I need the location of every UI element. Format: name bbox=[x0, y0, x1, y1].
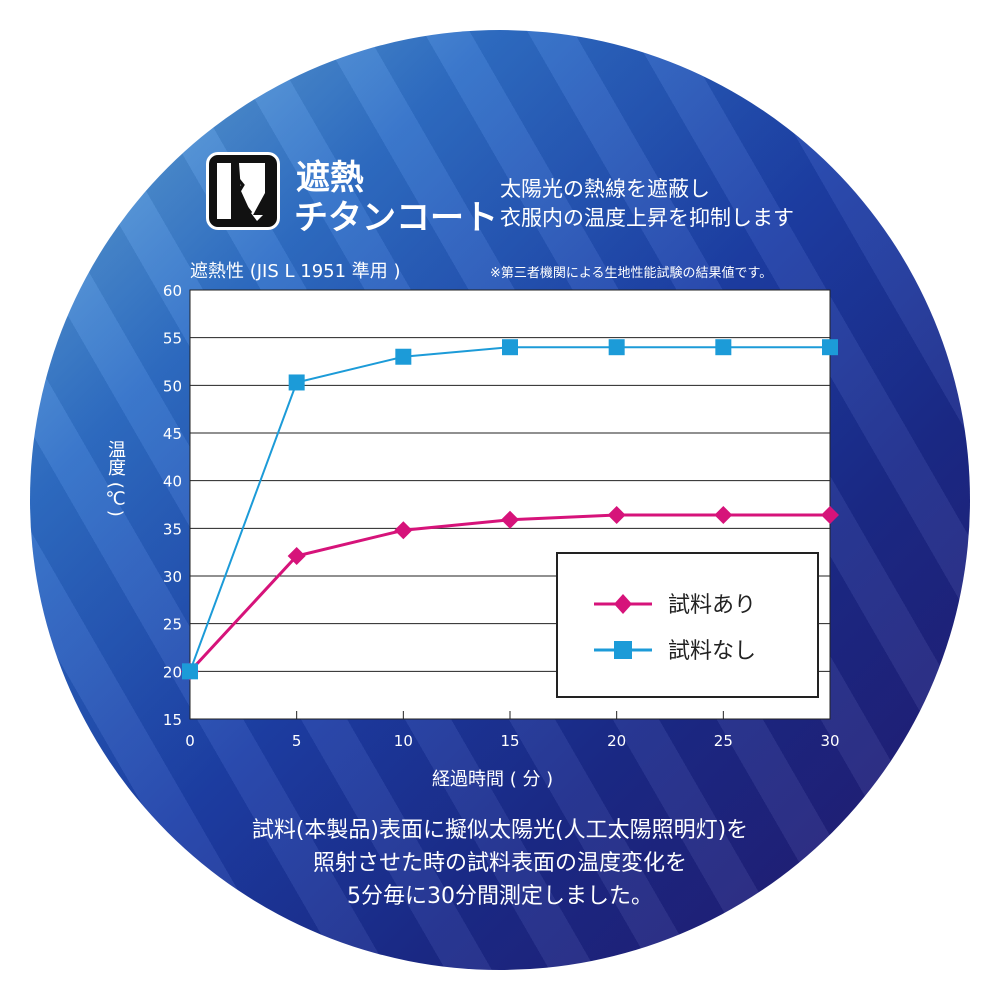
note: ※第三者機関による生地性能試験の結果値です。 bbox=[490, 266, 773, 281]
heat-shield-icon bbox=[206, 152, 280, 230]
x-tick-label: 5 bbox=[292, 732, 302, 750]
x-tick-label: 15 bbox=[500, 732, 519, 750]
footer-line3: 5分毎に30分間測定しました。 bbox=[347, 884, 653, 909]
y-tick-label: 45 bbox=[163, 425, 182, 443]
y-tick-label: 20 bbox=[163, 663, 182, 681]
brand-line2: チタンコート bbox=[294, 198, 498, 238]
y-tick-label: 50 bbox=[163, 377, 182, 395]
data-point-square bbox=[182, 663, 198, 680]
data-point-diamond bbox=[714, 505, 733, 524]
chart-title: 遮熱性 (JIS L 1951 準用 ) bbox=[190, 261, 401, 282]
data-point-diamond bbox=[287, 546, 306, 565]
data-point-square bbox=[502, 339, 518, 356]
data-point-diamond bbox=[607, 505, 626, 524]
x-axis-label: 経過時間 ( 分 ) bbox=[432, 769, 553, 790]
legend-label-without-sample: 試料なし bbox=[668, 639, 756, 664]
tagline2: 衣服内の温度上昇を抑制します bbox=[500, 206, 794, 230]
tagline1: 太陽光の熱線を遮蔽し bbox=[500, 177, 710, 201]
x-tick-label: 10 bbox=[394, 732, 413, 750]
data-point-square bbox=[395, 348, 412, 365]
data-point-square bbox=[822, 339, 838, 356]
legend-label-with-sample: 試料あり bbox=[668, 593, 756, 618]
y-tick-label: 40 bbox=[163, 473, 182, 491]
footer-line2: 照射させた時の試料表面の温度変化を bbox=[312, 851, 687, 876]
legend: 試料あり 試料なし bbox=[556, 552, 819, 698]
footer-line1: 試料(本製品)表面に擬似太陽光(人工太陽照明灯)を bbox=[251, 818, 749, 843]
data-point-square bbox=[608, 339, 625, 356]
data-point-diamond bbox=[821, 505, 839, 524]
legend-marker-diamond bbox=[614, 594, 632, 614]
x-tick-label: 0 bbox=[185, 732, 195, 750]
y-axis-label: 温度 (℃) bbox=[105, 440, 126, 517]
x-tick-label: 25 bbox=[714, 732, 733, 750]
y-tick-label: 35 bbox=[163, 520, 182, 538]
data-point-square bbox=[715, 339, 732, 356]
y-tick-label: 25 bbox=[163, 616, 182, 634]
x-tick-label: 30 bbox=[820, 732, 839, 750]
data-point-diamond bbox=[394, 521, 413, 540]
y-tick-label: 60 bbox=[163, 282, 182, 300]
legend-marker-square bbox=[614, 641, 632, 659]
y-tick-label: 55 bbox=[163, 330, 182, 348]
y-tick-label: 30 bbox=[163, 568, 182, 586]
y-tick-label: 15 bbox=[163, 711, 182, 729]
data-point-diamond bbox=[501, 510, 519, 529]
brand-line1: 遮熱 bbox=[296, 158, 364, 198]
data-point-square bbox=[288, 374, 305, 391]
x-tick-label: 20 bbox=[607, 732, 626, 750]
